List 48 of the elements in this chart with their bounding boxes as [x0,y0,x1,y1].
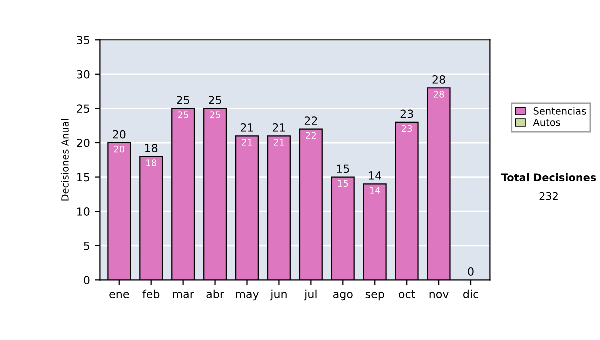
y-tick-label: 35 [77,36,90,44]
data-label: 21 [274,139,284,146]
y-tick-label: 5 [84,242,90,250]
data-label: 20 [114,146,125,153]
y-tick-label: 20 [77,138,90,148]
data-label: 28 [434,91,444,98]
x-tick-label: jul [304,290,317,301]
x-tick-label: feb [142,290,160,298]
total-label: 28 [432,76,446,84]
total-label: 14 [369,172,382,180]
legend-label: Autos [533,119,560,126]
data-label: 25 [210,112,220,118]
total-label: 25 [177,96,190,104]
y-tick-label: 0 [84,276,90,285]
x-tick-label: oct [399,290,416,298]
x-tick-label: mar [173,292,194,298]
x-tick-label: abr [206,290,224,298]
total-label: 15 [337,164,350,174]
data-label: 23 [402,125,412,132]
data-label: 14 [370,187,380,194]
y-axis-title: Decisiones Anual [61,119,69,201]
x-tick-label: dic [464,290,478,298]
total-label: 25 [209,96,222,104]
x-tick-label: nov [430,292,449,298]
x-tick-label: may [236,292,260,301]
text: 232 [540,192,558,200]
total-label: 22 [304,116,318,125]
y-tick-label: 30 [77,70,90,79]
data-label: 22 [306,132,316,139]
data-label: 18 [146,160,156,166]
data-label: 25 [178,112,188,118]
total-label: 23 [400,110,414,118]
text: Total Decisiones [501,173,596,182]
legend-label: Sentencias [534,107,586,115]
x-tick-label: sep [366,292,384,301]
total-label: 18 [146,144,158,152]
total-label: 0 [468,268,474,276]
y-tick-label: 10 [78,208,90,216]
total-label: 21 [272,124,286,132]
data-label: 15 [338,180,348,188]
total-label: 21 [240,124,254,132]
data-label: 21 [242,139,252,146]
x-tick-label: jun [270,290,287,301]
x-tick-label: ene [110,292,130,298]
x-tick-label: ago [333,292,353,301]
total-label: 20 [113,130,126,139]
y-tick-label: 15 [78,173,90,182]
y-tick-label: 25 [77,104,90,114]
